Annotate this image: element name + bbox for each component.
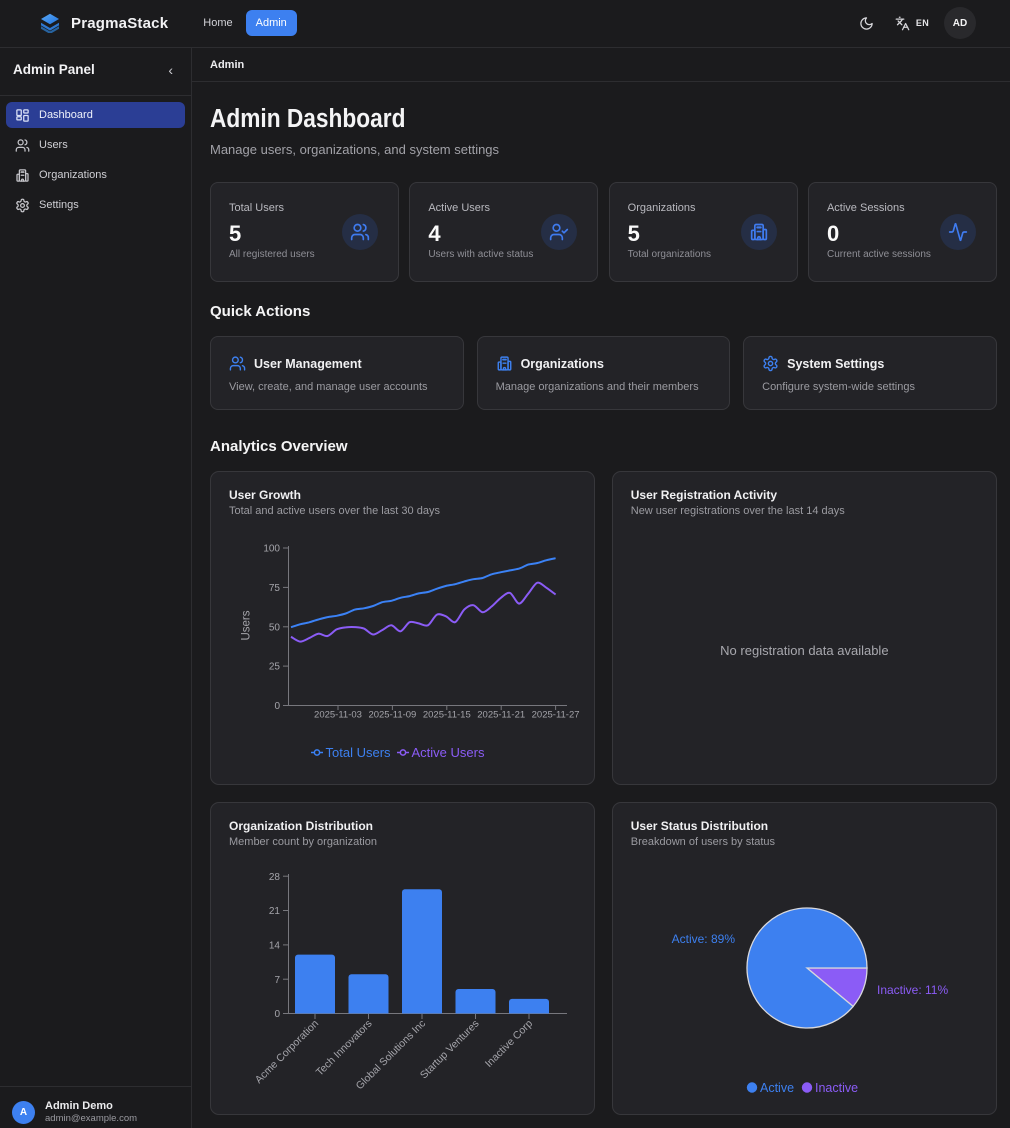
- svg-text:2025-11-09: 2025-11-09: [368, 710, 416, 721]
- svg-text:0: 0: [274, 701, 280, 712]
- svg-text:2025-11-27: 2025-11-27: [532, 710, 580, 721]
- svg-text:2025-11-15: 2025-11-15: [423, 710, 471, 721]
- svg-text:0: 0: [274, 1009, 280, 1020]
- svg-text:Active Users: Active Users: [412, 745, 485, 760]
- svg-text:75: 75: [269, 583, 281, 594]
- svg-text:Active: 89%: Active: 89%: [671, 932, 735, 946]
- svg-text:Active: Active: [760, 1081, 794, 1095]
- svg-text:2025-11-21: 2025-11-21: [477, 710, 525, 721]
- svg-text:25: 25: [269, 662, 281, 673]
- svg-text:Total Users: Total Users: [326, 745, 392, 760]
- svg-text:7: 7: [274, 975, 280, 986]
- svg-text:Startup Ventures: Startup Ventures: [418, 1017, 482, 1081]
- svg-text:2025-11-03: 2025-11-03: [314, 710, 362, 721]
- svg-text:Inactive: Inactive: [815, 1081, 858, 1095]
- svg-text:50: 50: [269, 623, 281, 634]
- svg-text:Acme Corporation: Acme Corporation: [253, 1017, 321, 1085]
- svg-text:21: 21: [269, 906, 281, 917]
- svg-text:100: 100: [263, 544, 280, 555]
- svg-text:Inactive Corp: Inactive Corp: [483, 1017, 535, 1069]
- svg-text:Users: Users: [241, 610, 253, 640]
- svg-text:28: 28: [269, 872, 281, 883]
- svg-text:Tech Innovators: Tech Innovators: [314, 1017, 375, 1078]
- svg-text:14: 14: [269, 940, 281, 951]
- svg-text:Inactive: 11%: Inactive: 11%: [877, 983, 948, 997]
